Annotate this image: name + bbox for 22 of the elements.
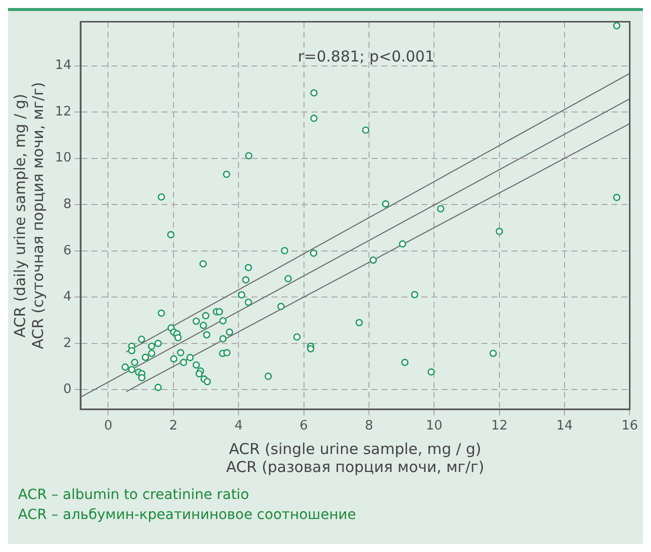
y-tick-label: 8: [63, 196, 72, 212]
x-tick-label: 16: [621, 418, 638, 434]
y-tick-label: 4: [63, 290, 72, 305]
y-tick-label: 6: [63, 243, 72, 258]
y-tick-label: 0: [63, 382, 72, 398]
x-tick-label: 14: [556, 418, 573, 434]
x-tick-label: 10: [426, 418, 442, 434]
y-tick-label: 12: [54, 104, 72, 120]
x-tick-label: 12: [491, 418, 508, 434]
x-tick-label: 2: [169, 418, 178, 434]
x-tick-label: 0: [104, 418, 112, 434]
y-axis-title: ACR (daily urine sample, mg / g) ACR (суточная порция мочи, мг/г): [10, 82, 47, 350]
y-tick-label: 2: [63, 336, 72, 351]
y-tick-label: 10: [54, 150, 72, 166]
text: ACR – альбумин-креатининовое соотношение: [18, 506, 357, 525]
text: ACR – albumin to creatinine ratio: [18, 486, 250, 505]
x-tick-label: 6: [300, 418, 308, 434]
x-axis-title: ACR (single urine sample, mg / g) ACR (разовая порция мочи, мг/г): [226, 440, 484, 476]
x-tick-label: 8: [364, 418, 374, 434]
y-tick-label: 14: [54, 58, 72, 74]
x-tick-label: 4: [234, 418, 243, 434]
annotation: r=0.881; p<0.001: [298, 48, 434, 66]
